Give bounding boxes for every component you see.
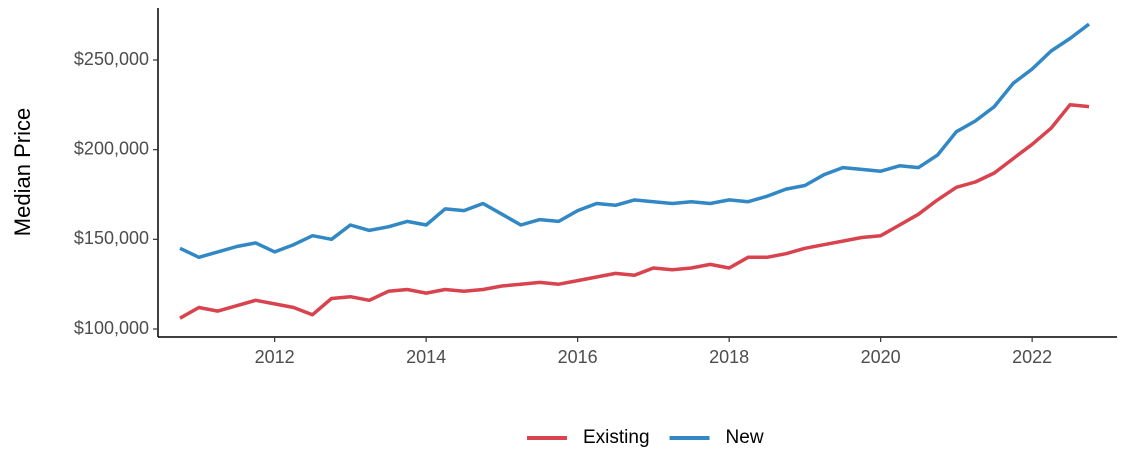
y-tick-label: $150,000 bbox=[74, 228, 149, 248]
series-line bbox=[179, 103, 1090, 320]
x-tick-label: 2020 bbox=[861, 347, 901, 367]
x-tick-label: 2012 bbox=[255, 347, 295, 367]
y-tick-label: $250,000 bbox=[74, 49, 149, 69]
y-tick-label: $200,000 bbox=[74, 138, 149, 158]
legend-label: Existing bbox=[583, 427, 650, 448]
x-tick-label: 2014 bbox=[406, 347, 446, 367]
series-line bbox=[179, 22, 1091, 260]
x-tick-label: 2018 bbox=[709, 347, 749, 367]
y-axis-label: Median Price bbox=[10, 108, 35, 236]
x-tick-label: 2022 bbox=[1012, 347, 1052, 367]
legend-label: New bbox=[726, 427, 764, 448]
x-tick-label: 2016 bbox=[558, 347, 598, 367]
y-tick-label: $100,000 bbox=[74, 318, 149, 338]
